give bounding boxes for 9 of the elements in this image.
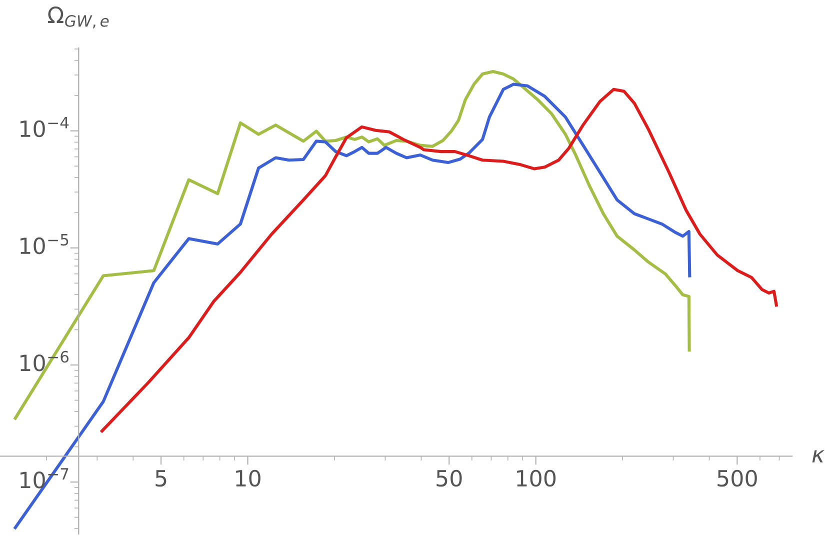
y-tick-label: 10$^{−5}$ bbox=[20, 234, 68, 254]
x-tick-label: 5 bbox=[156, 470, 166, 487]
x-tick-label: 50 bbox=[436, 470, 462, 487]
y-axis-title: Ω$_{GW,e}$ bbox=[48, 6, 109, 28]
x-axis-title: κ bbox=[812, 450, 824, 462]
x-tick-label: 10 bbox=[236, 470, 260, 487]
x-tick-label: 100 bbox=[517, 470, 556, 487]
x-tick-label: 500 bbox=[718, 470, 757, 487]
y-tick-label: 10$^{−4}$ bbox=[20, 116, 69, 138]
